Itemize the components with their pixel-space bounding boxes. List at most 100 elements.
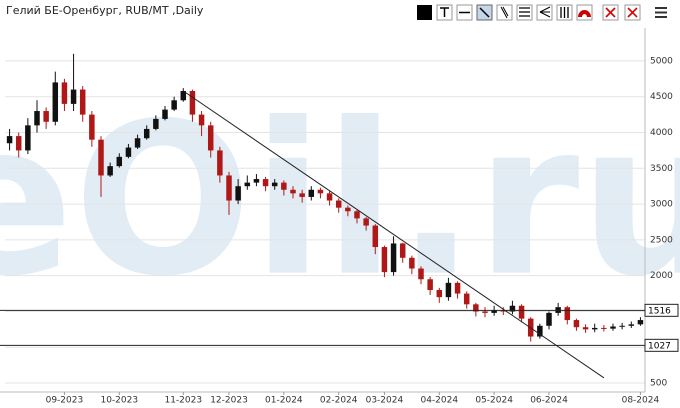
candle-body xyxy=(271,182,278,187)
level-label: 1027 xyxy=(648,341,671,351)
x-tick-label: 03-2024 xyxy=(366,396,404,406)
candle-body xyxy=(262,179,269,187)
x-tick-label: 08-2024 xyxy=(622,396,660,406)
candle-body xyxy=(619,325,625,327)
candle-body xyxy=(345,207,351,212)
candle-body xyxy=(98,139,104,176)
candle-body xyxy=(107,166,113,176)
level-label-box xyxy=(644,303,679,317)
level-label-box xyxy=(644,338,679,352)
candle-body xyxy=(15,136,22,151)
candle-body xyxy=(207,125,214,151)
candle-body xyxy=(235,186,241,201)
candle-body xyxy=(125,147,132,157)
candle-body xyxy=(601,327,607,329)
y-tick-label: 500 xyxy=(650,379,667,389)
candle-body xyxy=(518,305,525,319)
candle-body xyxy=(299,193,305,197)
candle-body xyxy=(354,211,360,219)
candle-body xyxy=(610,326,616,329)
candle-body xyxy=(189,90,196,115)
x-tick-label: 04-2024 xyxy=(420,396,458,406)
tool-fan[interactable] xyxy=(536,4,553,21)
candle-body xyxy=(70,89,77,104)
candle-body xyxy=(372,225,379,248)
candle-body xyxy=(244,182,251,187)
candle-body xyxy=(573,320,580,328)
y-tick-label: 4000 xyxy=(650,128,673,138)
candle-body xyxy=(591,327,598,330)
x-tick-label: 10-2023 xyxy=(100,396,138,406)
tool-trend[interactable] xyxy=(476,4,493,21)
candle-body xyxy=(628,324,635,326)
candle-body xyxy=(61,82,68,104)
candle-body xyxy=(381,247,388,273)
candle-body xyxy=(226,175,232,201)
x-tick-label: 01-2024 xyxy=(265,396,303,406)
candle-body xyxy=(162,109,168,119)
candle-body xyxy=(326,193,333,201)
candle-body xyxy=(418,268,424,280)
level-label: 1516 xyxy=(648,306,671,316)
candle-body xyxy=(473,304,479,312)
candle-body xyxy=(445,282,452,298)
candle-body xyxy=(454,282,461,294)
candle-body xyxy=(134,138,141,148)
candle-body xyxy=(537,325,543,337)
candle-body xyxy=(335,200,342,208)
candle-body xyxy=(43,111,49,122)
candle-body xyxy=(6,136,13,144)
watermark: eOil.ru xyxy=(0,78,680,323)
x-tick-label: 09-2023 xyxy=(46,396,84,406)
y-tick-label: 2000 xyxy=(650,271,673,281)
y-tick-label: 3000 xyxy=(650,200,673,210)
tool-text[interactable] xyxy=(436,4,453,21)
candle-body xyxy=(198,114,205,126)
candle-body xyxy=(180,90,187,101)
trend-line xyxy=(183,90,605,379)
tool-channel[interactable] xyxy=(516,4,533,21)
candle-body xyxy=(281,182,287,190)
candle-body xyxy=(463,293,470,305)
candle-body xyxy=(308,189,315,197)
candle-body xyxy=(317,189,324,194)
candle-body xyxy=(79,89,86,115)
candle-body xyxy=(637,320,644,325)
y-tick-label: 2500 xyxy=(650,235,673,245)
tool-color[interactable] xyxy=(417,5,432,20)
candle-body xyxy=(491,310,497,313)
tool-delete[interactable] xyxy=(602,4,619,21)
candle-body xyxy=(509,305,516,312)
candle-body xyxy=(143,128,150,139)
x-tick-label: 11-2023 xyxy=(164,396,202,406)
candle-body xyxy=(34,111,40,126)
x-tick-label: 12-2023 xyxy=(210,396,248,406)
candle-body xyxy=(253,179,260,183)
candle-body xyxy=(25,125,31,151)
x-tick-label: 05-2024 xyxy=(475,396,513,406)
candle-body xyxy=(153,118,159,129)
candle-body xyxy=(390,243,397,273)
candle-body xyxy=(89,114,95,140)
candle-body xyxy=(171,100,177,110)
candle-body xyxy=(582,327,589,330)
tool-hline[interactable] xyxy=(456,4,473,21)
candle-body xyxy=(399,243,406,258)
x-tick-label: 06-2024 xyxy=(530,396,568,406)
candle-body xyxy=(290,189,296,194)
candle-body xyxy=(436,289,443,298)
menu-button[interactable] xyxy=(655,7,667,18)
tool-ray[interactable] xyxy=(496,4,513,21)
chart-title: Гелий БЕ-Оренбург, RUB/MT ,Daily xyxy=(6,4,204,17)
x-tick-label: 02-2024 xyxy=(320,396,358,406)
candle-body xyxy=(217,150,223,176)
tool-fib[interactable] xyxy=(556,4,573,21)
y-tick-label: 3500 xyxy=(650,164,673,174)
candle-body xyxy=(546,312,552,326)
candle-body xyxy=(482,311,488,313)
candle-body xyxy=(52,82,59,122)
tool-delete-all[interactable] xyxy=(624,4,641,21)
plot: 5001000150020002500300035004000450050000… xyxy=(0,28,679,406)
tool-arc[interactable] xyxy=(576,4,593,21)
